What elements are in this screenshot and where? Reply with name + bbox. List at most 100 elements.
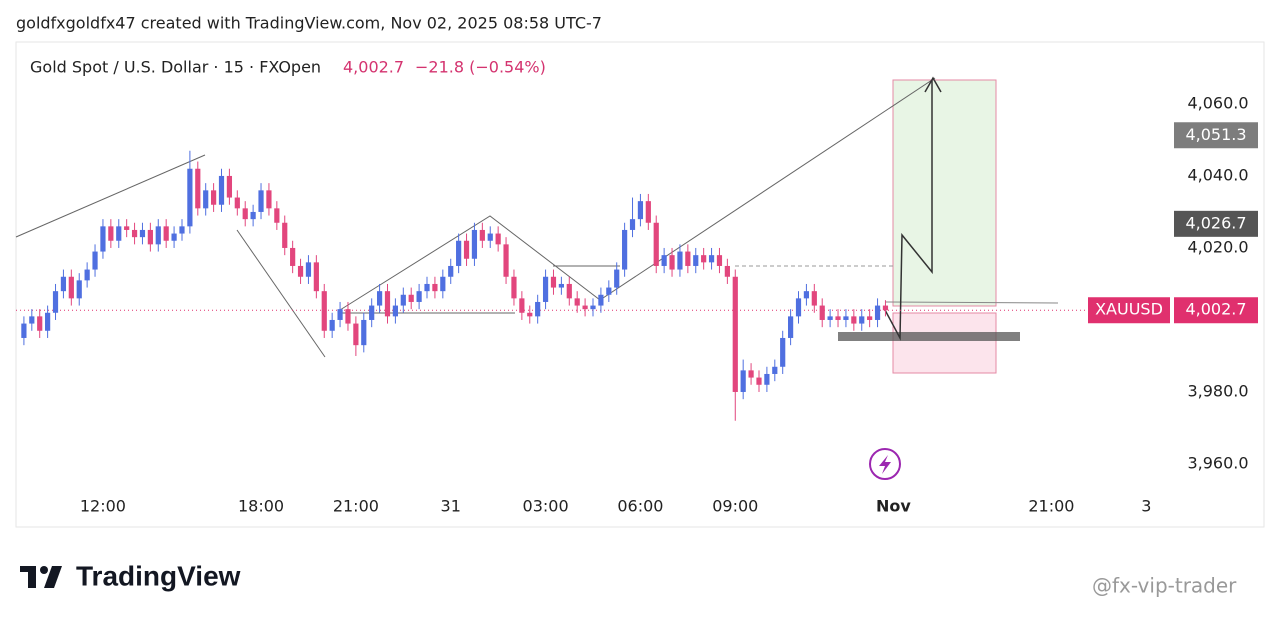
candle-body: [701, 255, 707, 263]
candle-body: [835, 316, 841, 320]
candle-body: [139, 229, 146, 238]
chart-frame: [15, 41, 1265, 528]
candle-body: [677, 251, 683, 270]
y-tick-label: 3,980.0: [1187, 381, 1248, 400]
event-icon[interactable]: [869, 448, 901, 480]
candle-body: [637, 201, 644, 220]
candle-body: [345, 309, 351, 324]
candle-body: [495, 233, 501, 245]
candle-body: [329, 319, 335, 331]
candle-body: [803, 291, 810, 299]
watermark: @fx-vip-trader: [1092, 574, 1237, 598]
candle-body: [590, 305, 596, 310]
candle-body: [503, 244, 509, 277]
candle-body: [811, 291, 817, 306]
y-tick-label: 4,020.0: [1187, 237, 1248, 256]
candle-body: [92, 251, 98, 270]
candle-body: [250, 211, 256, 220]
candle-body: [60, 276, 67, 292]
candle-body: [795, 298, 802, 317]
candle-body: [867, 316, 873, 320]
candle-body: [440, 276, 446, 292]
candle-body: [211, 190, 217, 205]
candle-body: [84, 269, 90, 281]
candle-body: [463, 240, 470, 259]
candle-body: [163, 226, 169, 241]
y-tick-label: 3,960.0: [1187, 453, 1248, 472]
candle-body: [392, 305, 398, 317]
candle-body: [622, 229, 628, 270]
candle-body: [29, 316, 35, 324]
trend-line: [236, 229, 326, 358]
level-bar: [838, 332, 1020, 341]
candle-body: [661, 255, 667, 266]
candle-body: [45, 312, 51, 331]
y-tick-label: 4,040.0: [1187, 165, 1248, 184]
legend-price: 4,002.7: [343, 58, 404, 77]
x-tick-label: 18:00: [238, 497, 284, 516]
header-title: goldfxgoldfx47 created with TradingView.…: [16, 14, 602, 33]
brand-name: TradingView: [76, 560, 241, 591]
candle-body: [258, 190, 264, 212]
candle-body: [716, 255, 723, 266]
candle-body: [827, 316, 833, 320]
target-zone: [892, 79, 997, 307]
candle-body: [511, 276, 517, 299]
candle-body: [448, 265, 454, 277]
last-price-label: 4,002.7: [1185, 300, 1246, 319]
candle-body: [629, 219, 636, 230]
x-tick-label: 31: [441, 497, 461, 516]
candle-body: [187, 168, 193, 227]
candle-body: [100, 226, 106, 252]
candle-body: [226, 175, 233, 198]
candle-body: [353, 323, 359, 346]
y-tick-label: 4,060.0: [1187, 93, 1248, 112]
candle-body: [598, 294, 604, 306]
candle-body: [337, 309, 343, 320]
candle-body: [606, 287, 612, 295]
candle-body: [195, 168, 201, 209]
candle-body: [708, 255, 715, 263]
candle-body: [37, 316, 43, 331]
symbol-box: [1088, 297, 1170, 324]
candle-body: [76, 280, 82, 299]
candle-body: [882, 305, 889, 311]
candle-body: [432, 283, 438, 292]
candle-body: [147, 229, 153, 245]
price-marker-label: 4,051.3: [1185, 125, 1246, 144]
candle-body: [155, 226, 161, 245]
candle-body: [788, 316, 794, 338]
candle-body: [851, 316, 857, 324]
candle-body: [242, 208, 248, 220]
x-tick-label: 09:00: [712, 497, 758, 516]
candle-body: [456, 240, 462, 266]
candle-body: [124, 226, 130, 230]
candle-body: [566, 283, 572, 299]
symbol-label: XAUUSD: [1095, 300, 1163, 319]
last-price-box: [1174, 297, 1258, 324]
candle-body: [843, 316, 849, 320]
candle-body: [550, 276, 557, 288]
candle-body: [108, 226, 114, 241]
candle-body: [558, 283, 564, 288]
candle-body: [282, 222, 288, 248]
candle-body: [764, 373, 770, 385]
candle-body: [305, 262, 312, 277]
event-bolt: [879, 455, 891, 474]
candle-body: [313, 262, 319, 292]
candle-body: [297, 265, 304, 277]
candle-body: [574, 298, 580, 306]
candle-body: [669, 255, 675, 270]
candle-body: [748, 370, 754, 378]
candle-body: [416, 291, 422, 302]
stop-zone: [892, 312, 997, 374]
candle-body: [519, 298, 525, 313]
candle-body: [21, 323, 27, 338]
candle-body: [361, 319, 367, 346]
candle-body: [693, 255, 699, 266]
plot: 3,960.0 3,980.0 4,020.0 4,040.0 4,060.0 12:00…: [16, 93, 1258, 516]
candle-body: [376, 291, 383, 306]
candle-body: [542, 276, 549, 302]
